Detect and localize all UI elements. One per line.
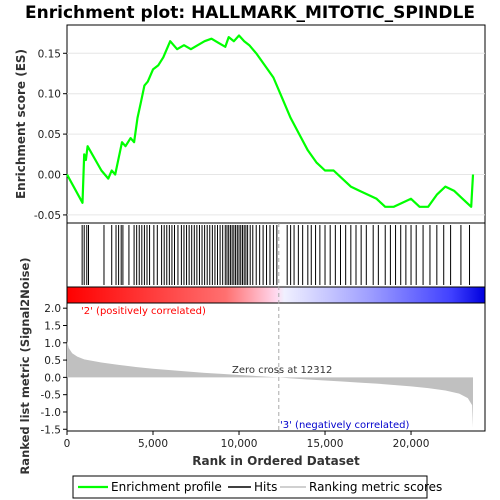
metric-y-tick-label: -1.0 [41,407,62,419]
es-y-tick-label: 0.05 [38,129,61,141]
metric-x-axis: 0 5,000 10,000 15,000 20,000 [64,431,430,450]
metric-panel-frame [66,302,486,432]
es-y-tick-label: -0.05 [34,210,61,222]
page-title: Enrichment plot: HALLMARK_MITOTIC_SPINDL… [25,3,475,23]
enrichment-profile-line [66,34,475,208]
x-tick-label: 10,000 [221,438,258,450]
es-y-tick-label: 0.00 [38,170,61,182]
zero-cross-label: Zero cross at 12312 [232,365,332,376]
metric-y-axis: -1.5 -1.0 -0.5 0.0 0.5 1.0 1.5 2.0 [41,303,67,436]
metric-y-tick-label: 1.0 [44,338,61,350]
ranking-metric-area [67,341,473,428]
metric-y-axis-label: Ranked list metric (Signal2Noise) [18,257,32,474]
es-grid [67,52,485,216]
metric-y-tick-label: 2.0 [44,303,61,315]
hits-panel-frame [66,222,486,288]
legend-enrichment-label: Enrichment profile [111,480,222,494]
metric-x-axis-label: Rank in Ordered Dataset [192,454,360,468]
rank-color-bar [66,286,486,304]
metric-y-tick-label: 0.0 [44,372,61,384]
metric-y-tick-label: -1.5 [41,424,62,436]
x-tick-label: 0 [64,438,71,450]
es-y-axis-label: Enrichment score (ES) [14,49,28,199]
es-y-tick-label: 0.10 [38,89,61,101]
metric-y-tick-label: -0.5 [41,390,62,402]
es-panel-frame [66,24,486,224]
x-tick-label: 5,000 [138,438,168,450]
negative-correlation-label: '3' (negatively correlated) [280,420,409,431]
metric-y-tick-label: 1.5 [44,320,61,332]
legend-hits-label: Hits [254,480,277,494]
x-tick-label: 20,000 [393,438,430,450]
metric-y-tick-label: 0.5 [44,355,61,367]
hits-group [81,225,471,285]
es-y-axis: -0.05 0.00 0.05 0.10 0.15 [34,48,67,222]
x-tick-label: 15,000 [307,438,344,450]
positive-correlation-label: '2' (positively correlated) [81,306,206,317]
es-y-tick-label: 0.15 [38,48,61,60]
legend-metric-label: Ranking metric scores [309,480,442,494]
